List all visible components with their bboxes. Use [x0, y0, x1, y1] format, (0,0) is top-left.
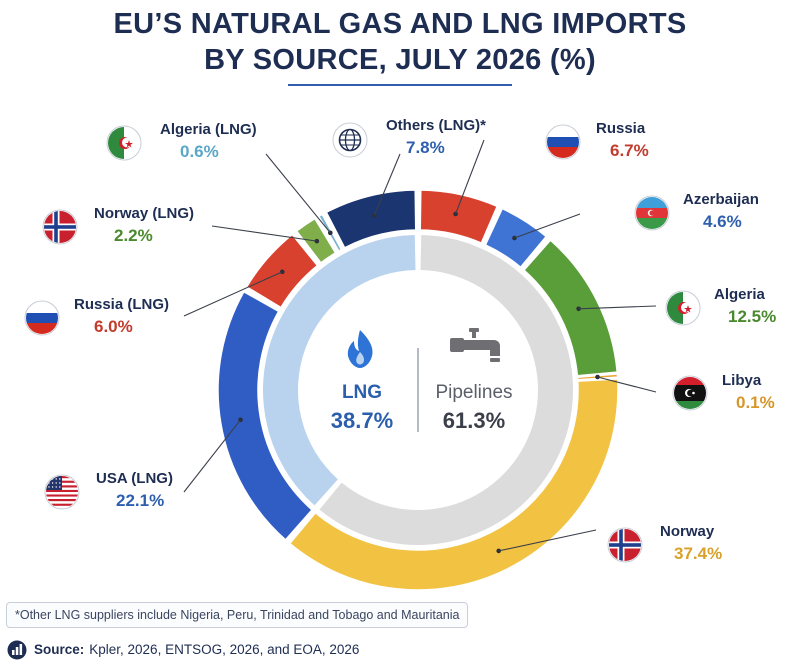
label-value-norway-lng: 2.2% [114, 226, 153, 245]
flag-norway-icon [42, 209, 78, 245]
flag-russia-icon [545, 124, 581, 160]
source-label: Source: [34, 642, 85, 657]
label-name-azerbaijan: Azerbaijan [683, 191, 759, 208]
leader-line-russia [455, 139, 485, 215]
inner-ring [263, 235, 573, 546]
label-value-algeria-lng: 0.6% [180, 142, 219, 161]
label-name-algeria: Algeria [714, 286, 766, 303]
leader-line-libya [597, 376, 657, 393]
leader-line-norway-lng [211, 225, 317, 242]
leader-dot-norway-lng [314, 238, 320, 244]
center-pipelines-value: 61.3% [443, 408, 505, 433]
label-name-russia-lng: Russia (LNG) [74, 296, 169, 313]
title-line-2: BY SOURCE, JULY 2026 (%) [204, 44, 596, 76]
center-lng-title: LNG [342, 382, 382, 403]
label-name-usa-lng: USA (LNG) [96, 470, 173, 487]
flag-norway-icon [607, 527, 643, 563]
outer-slice-others-lng [325, 189, 417, 249]
leader-line-azerbaijan [514, 213, 581, 239]
label-value-norway: 37.4% [674, 544, 722, 563]
leader-line-others-lng [373, 153, 401, 216]
label-name-norway-lng: Norway (LNG) [94, 205, 194, 222]
leader-line-algeria [578, 305, 657, 310]
label-value-russia-lng: 6.0% [94, 317, 133, 336]
center-summary: LNG 38.7% Pipelines 61.3% [331, 328, 513, 433]
source-text: Kpler, 2026, ENTSOG, 2026, and EOA, 2026 [89, 642, 360, 657]
flag-libya-icon [672, 375, 708, 411]
outer-slice-usa-lng [217, 290, 314, 541]
flag-algeria-icon [106, 125, 142, 161]
flag-russia-icon [24, 300, 60, 336]
pipeline-icon [450, 328, 500, 362]
leader-line-norway [498, 529, 597, 552]
leader-line-russia-lng [183, 271, 283, 317]
bar-chart-icon [7, 640, 27, 660]
flag-azerbaijan-icon [634, 195, 670, 231]
inner-slice-pipelines [319, 235, 573, 546]
label-name-norway: Norway [660, 523, 715, 540]
label-name-libya: Libya [722, 372, 762, 389]
center-lng-value: 38.7% [331, 408, 393, 433]
leader-lines [183, 139, 657, 554]
label-value-algeria: 12.5% [728, 307, 776, 326]
leader-line-algeria-lng [265, 153, 331, 234]
label-value-russia: 6.7% [610, 141, 649, 160]
outer-slice-algeria [522, 239, 619, 377]
inner-slice-lng [263, 235, 416, 506]
chart-title: EU’S NATURAL GAS AND LNG IMPORTS BY SOUR… [0, 6, 800, 78]
label-name-algeria-lng: Algeria (LNG) [160, 121, 257, 138]
footnote: *Other LNG suppliers include Nigeria, Pe… [6, 602, 469, 628]
flag-algeria-icon [665, 290, 701, 326]
donut-chart: Russia 6.7% Azerbaijan 4.6% Algeria 12.5% Liby… [24, 117, 776, 591]
label-value-others-lng: 7.8% [406, 138, 445, 157]
source-line: Source: Kpler, 2026, ENTSOG, 2026, and E… [6, 640, 359, 660]
label-value-libya: 0.1% [736, 393, 775, 412]
globe-icon [332, 122, 368, 158]
outer-slice-norway [288, 378, 619, 591]
flag-usa-icon [44, 474, 80, 510]
title-line-1: EU’S NATURAL GAS AND LNG IMPORTS [113, 8, 687, 40]
center-pipelines-title: Pipelines [435, 382, 512, 403]
outer-ring [217, 189, 619, 591]
outer-slice-russia [419, 189, 499, 245]
label-name-russia: Russia [596, 120, 646, 137]
label-value-usa-lng: 22.1% [116, 491, 164, 510]
slice-labels: Russia 6.7% Azerbaijan 4.6% Algeria 12.5% Liby… [24, 117, 776, 563]
flame-icon [347, 330, 373, 368]
leader-line-usa-lng [183, 419, 241, 493]
label-value-azerbaijan: 4.6% [703, 212, 742, 231]
title-underline [288, 84, 512, 86]
label-name-others-lng: Others (LNG)* [386, 117, 486, 134]
